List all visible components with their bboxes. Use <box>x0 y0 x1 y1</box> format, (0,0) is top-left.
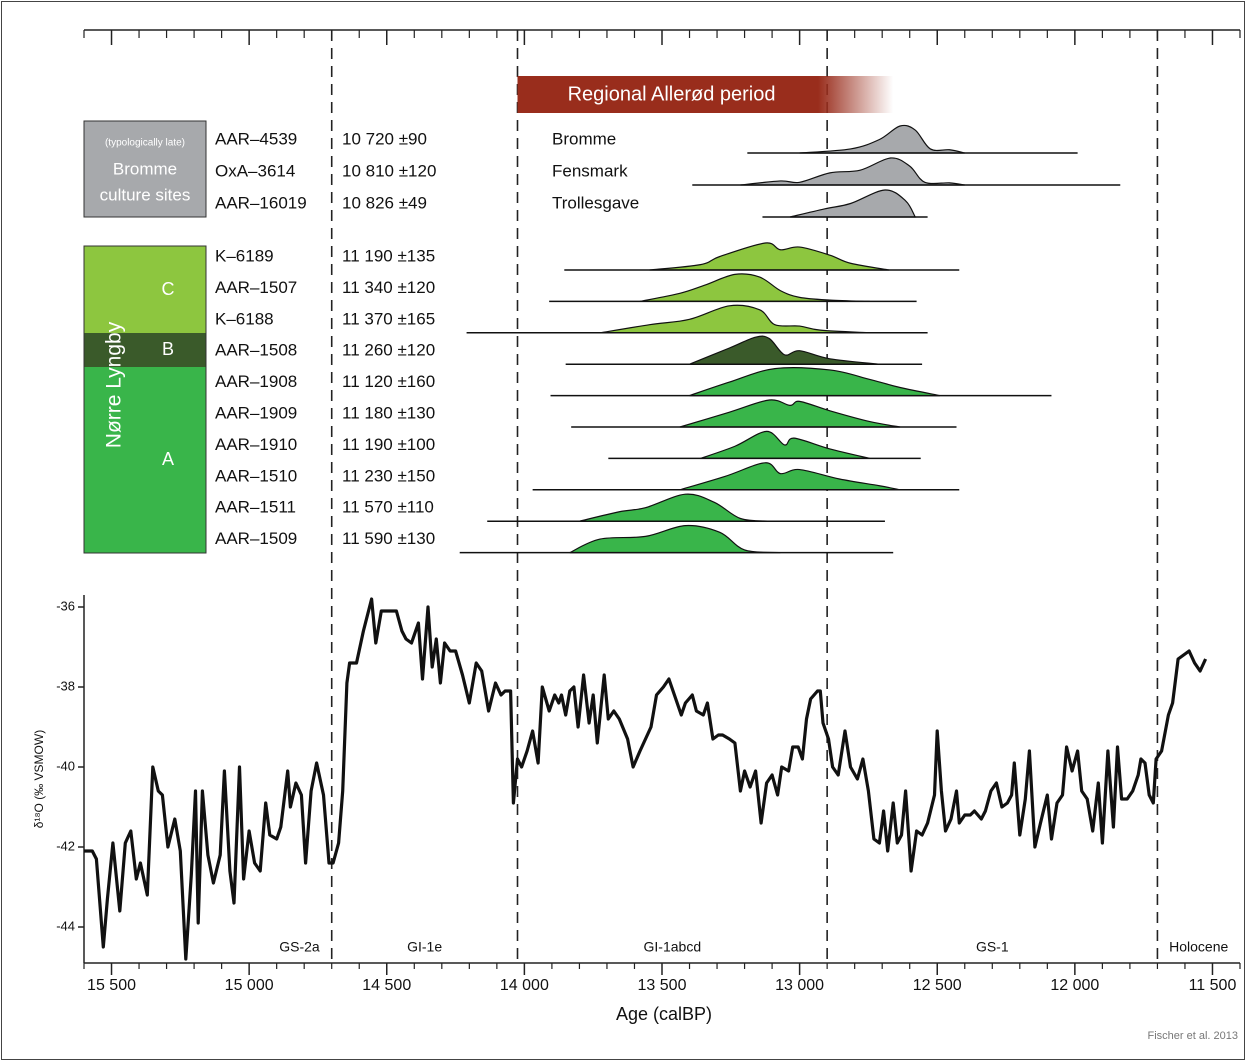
x-tick-label: 15 500 <box>87 977 136 994</box>
probability-curve <box>679 399 901 428</box>
sample-date: 11 190 ±135 <box>342 246 435 265</box>
sample-code: AAR–1511 <box>215 498 296 517</box>
sample-code: AAR–1510 <box>215 466 297 485</box>
x-axis-label: Age (calBP) <box>616 1004 712 1024</box>
sample-date: 10 720 ±90 <box>342 129 427 148</box>
probability-curve <box>639 273 870 302</box>
sample-date: 11 180 ±130 <box>342 403 435 422</box>
d18o-line <box>84 597 1208 961</box>
probability-curve <box>689 335 880 365</box>
sample-code: AAR–1509 <box>215 529 297 548</box>
sample-code: AAR–16019 <box>215 193 307 212</box>
probability-curve <box>700 430 870 459</box>
probability-curve <box>599 304 870 334</box>
lyngby-name: Nørre Lyngby <box>103 321 126 448</box>
lyngby-phase <box>84 367 206 553</box>
phase-label: A <box>162 449 174 469</box>
x-tick-label: 13 500 <box>638 977 687 994</box>
lyngby-outline <box>83 245 207 554</box>
y-tick-label: -44 <box>56 918 75 933</box>
bromme-label: Bromme <box>113 159 177 178</box>
x-tick-label: 13 000 <box>775 977 824 994</box>
site-name: Fensmark <box>552 161 628 180</box>
sample-code: K–6188 <box>215 309 274 328</box>
sample-code: AAR–1908 <box>215 372 297 391</box>
y-tick-label: -42 <box>56 838 75 853</box>
zone-label: GS-2a <box>279 939 320 955</box>
period-bar <box>517 76 894 113</box>
credit: Fischer et al. 2013 <box>1148 1030 1239 1042</box>
sample-date: 11 590 ±130 <box>342 529 435 548</box>
sample-date: 10 826 ±49 <box>342 193 427 212</box>
sample-code: AAR–1909 <box>215 403 297 422</box>
probability-curve <box>789 189 917 218</box>
bromme-label: culture sites <box>100 185 191 204</box>
zone-label: Holocene <box>1169 939 1228 955</box>
sample-code: K–6189 <box>215 246 274 265</box>
bromme-note: (typologically late) <box>105 138 185 149</box>
sample-code: OxA–3614 <box>215 161 295 180</box>
sample-date: 11 340 ±120 <box>342 278 435 297</box>
period-label: Regional Allerød period <box>568 83 776 105</box>
x-tick-label: 15 000 <box>225 977 274 994</box>
y-axis-label: δ¹⁸O (‰ VSMOW) <box>32 730 46 828</box>
site-name: Trollesgave <box>552 193 639 212</box>
sample-code: AAR–1910 <box>215 435 297 454</box>
sample-date: 10 810 ±120 <box>342 161 436 180</box>
phase-label: C <box>162 279 175 299</box>
sample-code: AAR–4539 <box>215 129 297 148</box>
sample-date: 11 120 ±160 <box>342 372 435 391</box>
x-tick-label: 11 500 <box>1189 977 1237 994</box>
x-tick-label: 12 000 <box>1050 977 1099 994</box>
probability-curve <box>799 124 965 154</box>
sample-date: 11 230 ±150 <box>342 466 435 485</box>
sample-date: 11 260 ±120 <box>342 341 435 360</box>
lyngby-phase <box>84 333 206 367</box>
zone-label: GI-1e <box>407 939 442 955</box>
zone-label: GI-1abcd <box>644 939 702 955</box>
x-tick-label: 14 500 <box>362 977 411 994</box>
probability-curve <box>689 367 941 397</box>
y-tick-label: -36 <box>56 598 75 613</box>
sample-date: 11 370 ±165 <box>342 309 435 328</box>
y-tick-label: -38 <box>56 678 75 693</box>
zone-label: GS-1 <box>976 939 1009 955</box>
phase-label: B <box>162 339 174 359</box>
probability-curve <box>579 493 770 522</box>
sample-code: AAR–1508 <box>215 341 297 360</box>
probability-curve <box>740 157 965 186</box>
bromme-box <box>83 120 207 218</box>
probability-curve <box>569 524 781 554</box>
sample-code: AAR–1507 <box>215 278 297 297</box>
probability-curve <box>649 242 890 271</box>
lyngby-phase <box>84 246 206 333</box>
y-tick-label: -40 <box>56 758 75 773</box>
x-tick-label: 14 000 <box>500 977 549 994</box>
x-tick-label: 12 500 <box>913 977 962 994</box>
sample-date: 11 190 ±100 <box>342 435 435 454</box>
site-name: Bromme <box>552 129 616 148</box>
sample-date: 11 570 ±110 <box>342 498 434 517</box>
probability-curve <box>679 462 901 491</box>
